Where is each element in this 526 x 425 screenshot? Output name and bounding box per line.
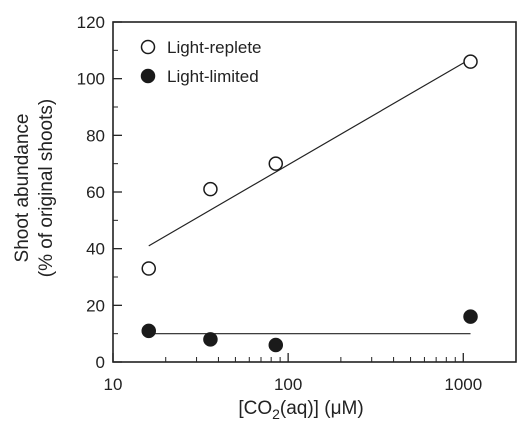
light-limited-point [268, 337, 284, 353]
light-limited-point [141, 323, 156, 339]
data-points [141, 54, 478, 353]
x-axis-ticks: 10 100 1000 [104, 353, 482, 394]
y-tick-label: 120 [77, 13, 105, 32]
x-tick-label: 1000 [444, 375, 482, 394]
y-tick-label: 80 [86, 126, 105, 145]
x-tick-label: 100 [274, 375, 302, 394]
y-tick-label: 100 [77, 70, 105, 89]
fit-lines [148, 58, 471, 335]
y-tick-label: 60 [86, 183, 105, 202]
legend-label: Light-replete [167, 38, 262, 57]
light-limited-point [463, 309, 478, 324]
y-tick-label: 40 [86, 240, 105, 259]
light-replete-point [268, 156, 284, 171]
legend-label: Light-limited [167, 67, 259, 86]
legend-marker [140, 39, 156, 55]
light-limited-point [203, 332, 218, 347]
light-replete-point [141, 261, 156, 276]
light-replete-point [203, 181, 218, 197]
y-axis-label-line1: Shoot abundance [12, 114, 33, 263]
y-tick-label: 0 [96, 353, 105, 372]
legend: Light-replete Light-limited [140, 38, 262, 86]
x-tick-label: 10 [104, 375, 123, 394]
x-axis-label: [CO2(aq)] (μM) [238, 398, 363, 422]
light-replete-point [463, 54, 478, 69]
y-axis-ticks: 0 20 40 60 80 100 120 [77, 13, 122, 372]
y-tick-label: 20 [86, 296, 105, 315]
y-axis-label-line2: (% of original shoots) [36, 99, 57, 277]
light-replete-fit-line [148, 58, 471, 247]
legend-marker [140, 68, 156, 84]
